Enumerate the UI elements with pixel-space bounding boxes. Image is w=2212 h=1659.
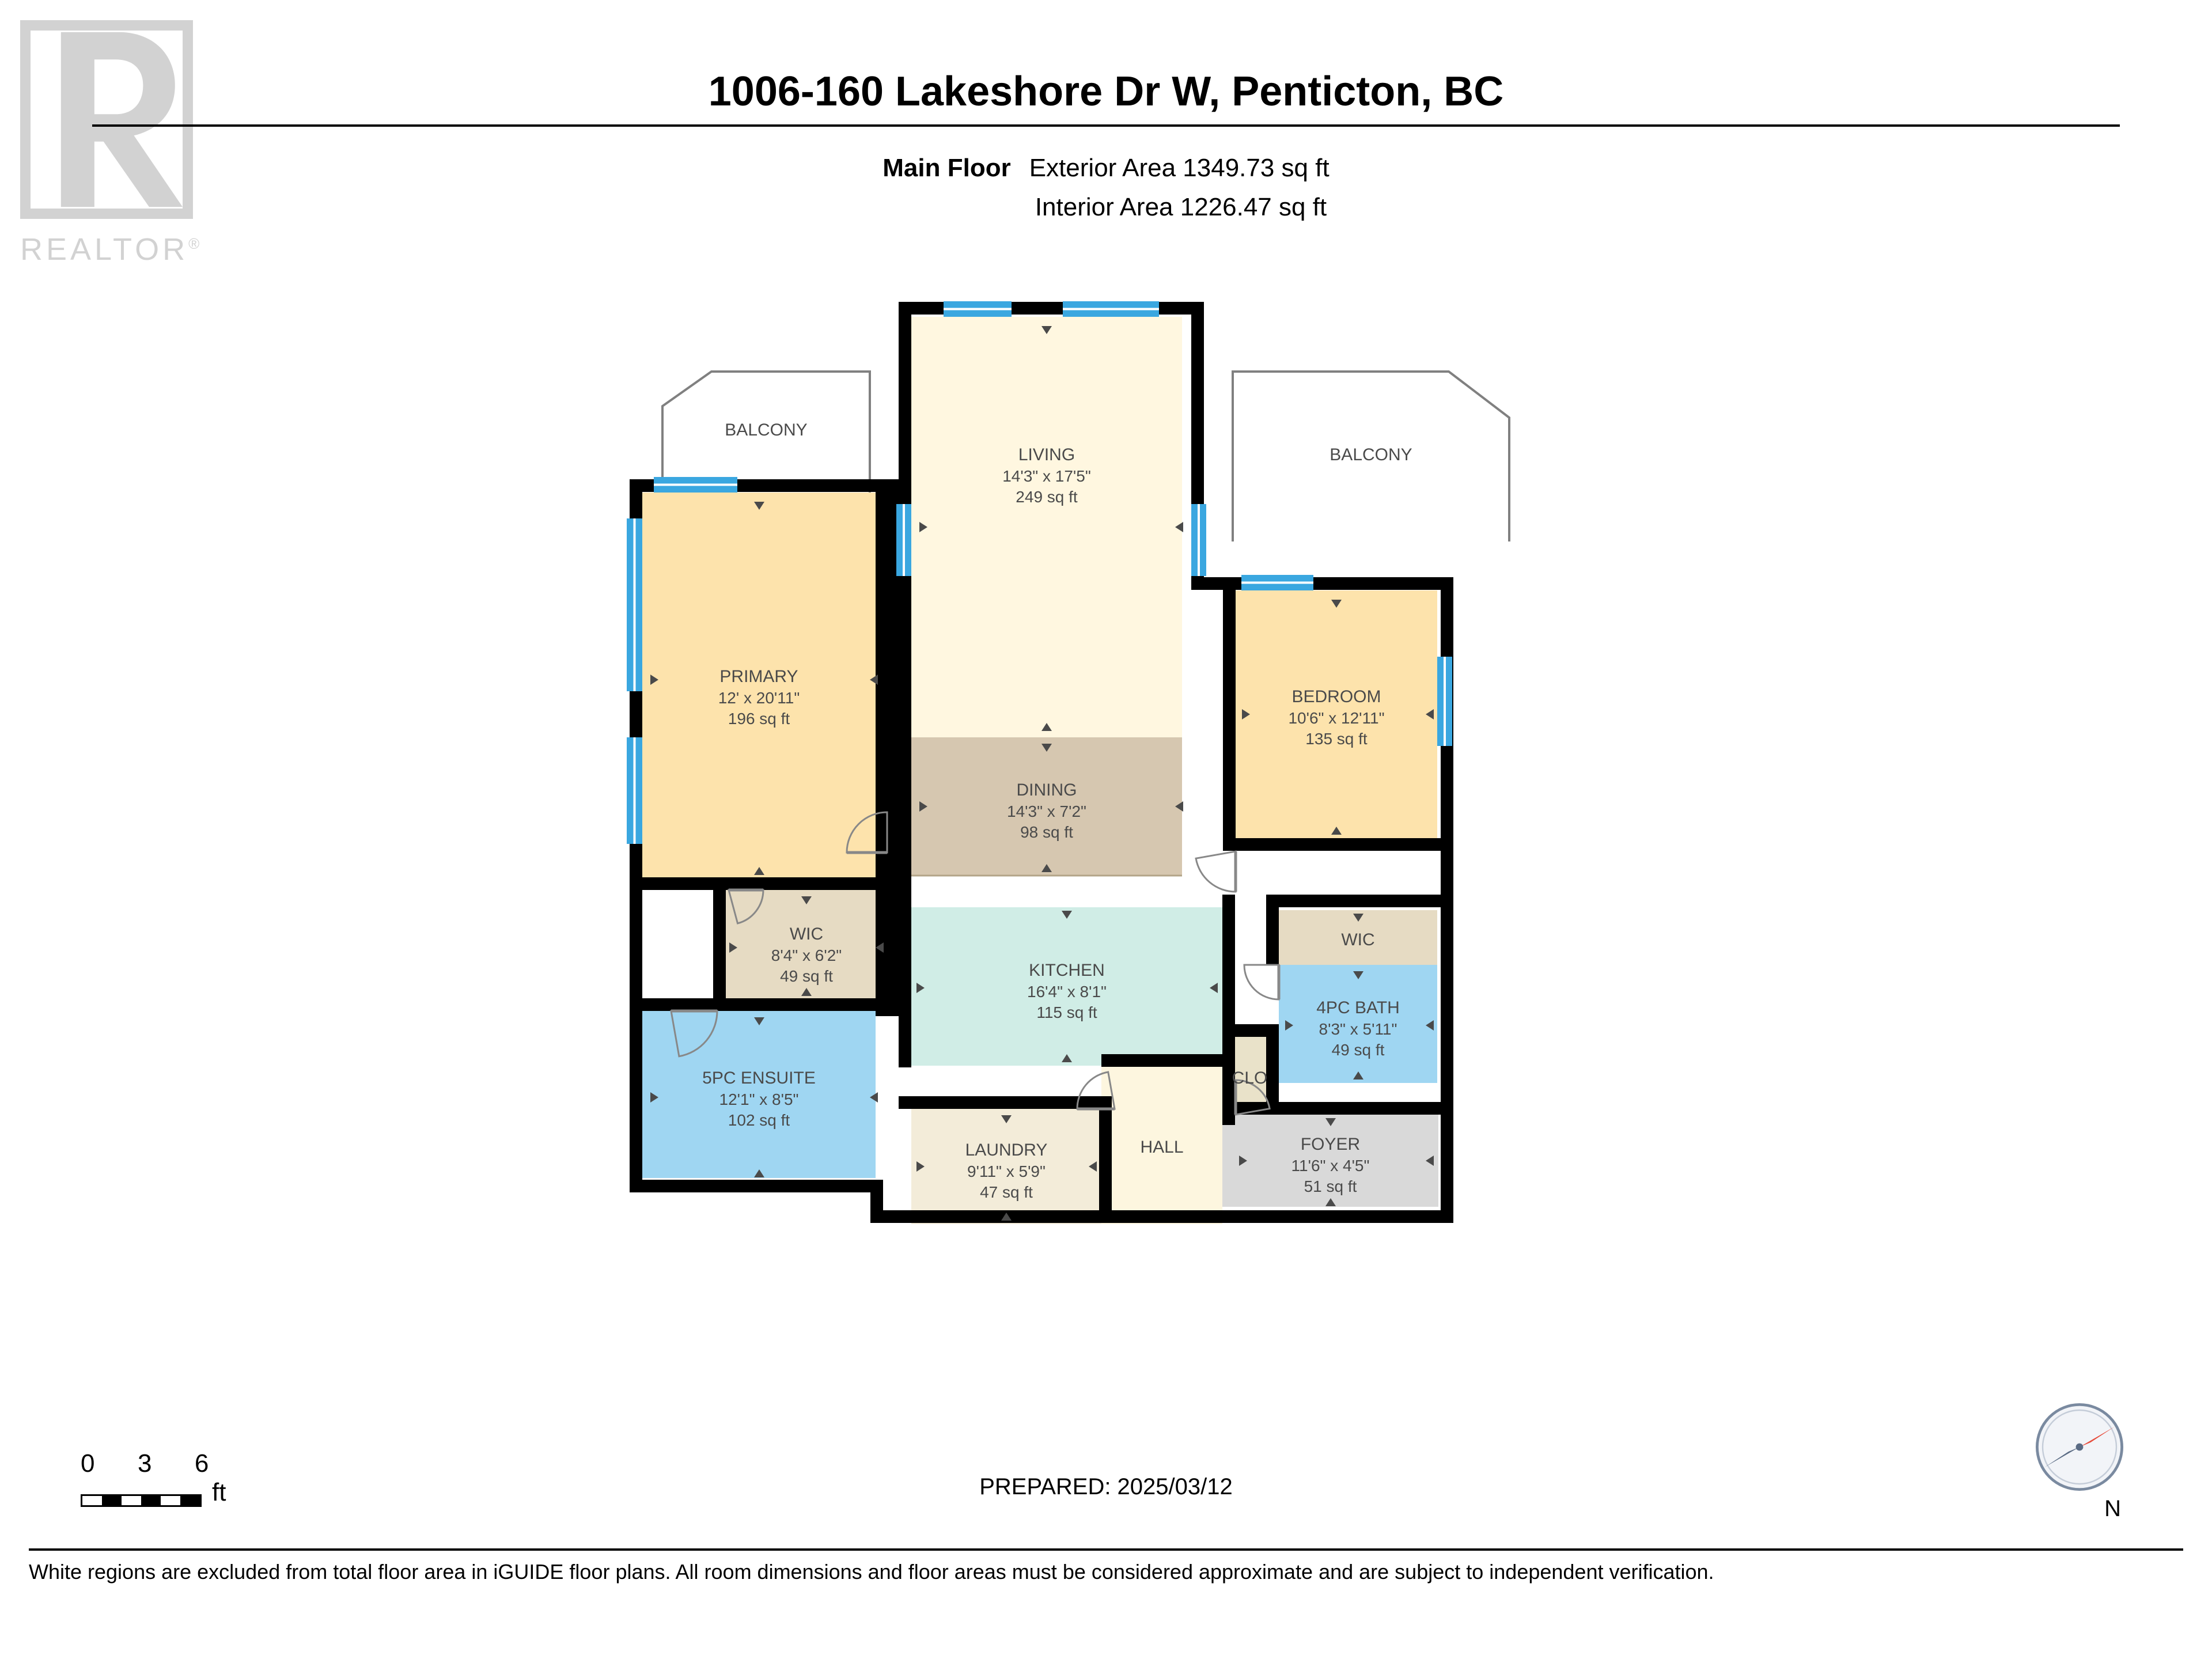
floor-summary: Main Floor Exterior Area 1349.73 sq ft In… xyxy=(0,149,2212,227)
exterior-area: Exterior Area 1349.73 sq ft xyxy=(1029,154,1330,182)
footer-rule xyxy=(29,1548,2183,1551)
room-label-wic1: WIC8'4" x 6'2"49 sq ft xyxy=(726,923,887,987)
compass-icon: N xyxy=(2033,1401,2126,1522)
room-label-wic2: WIC xyxy=(1279,929,1437,951)
room-label-dining: DINING14'3" x 7'2"98 sq ft xyxy=(911,779,1182,843)
balcony-label: BALCONY xyxy=(1233,445,1509,465)
scale-tick-2: 6 xyxy=(195,1449,209,1478)
room-label-clo: CLO xyxy=(1222,1067,1277,1089)
compass-n: N xyxy=(2033,1496,2126,1522)
room-label-kitchen: KITCHEN16'4" x 8'1"115 sq ft xyxy=(911,959,1222,1024)
floor-plan: LIVING14'3" x 17'5"249 sq ft DINING14'3" … xyxy=(613,300,1599,1302)
scale-tick-0: 0 xyxy=(81,1449,94,1478)
header-rule xyxy=(92,124,2120,127)
room-label-hall: HALL xyxy=(1101,1136,1222,1158)
room-label-living: LIVING14'3" x 17'5"249 sq ft xyxy=(911,444,1182,508)
scale-tick-1: 3 xyxy=(138,1449,151,1478)
prepared-date: PREPARED: 2025/03/12 xyxy=(0,1474,2212,1500)
watermark-text: REALTOR xyxy=(20,232,188,267)
interior-area: Interior Area 1226.47 sq ft xyxy=(1035,193,1327,221)
room-label-ensuite: 5PC ENSUITE12'1" x 8'5"102 sq ft xyxy=(642,1067,876,1131)
balcony-label: BALCONY xyxy=(662,421,870,440)
realtor-watermark: REALTOR® xyxy=(20,20,203,267)
room-label-laundry: LAUNDRY9'11" x 5'9"47 sq ft xyxy=(911,1139,1101,1203)
floor-label: Main Floor xyxy=(882,154,1010,182)
room-label-primary: PRIMARY12' x 20'11"196 sq ft xyxy=(642,665,876,730)
disclaimer-text: White regions are excluded from total fl… xyxy=(29,1560,2183,1584)
room-label-bath: 4PC BATH8'3" x 5'11"49 sq ft xyxy=(1279,997,1437,1061)
room-label-bedroom: BEDROOM10'6" x 12'11"135 sq ft xyxy=(1236,685,1437,750)
room-label-foyer: FOYER11'6" x 4'5"51 sq ft xyxy=(1222,1133,1438,1198)
page-title: 1006-160 Lakeshore Dr W, Penticton, BC xyxy=(0,68,2212,115)
